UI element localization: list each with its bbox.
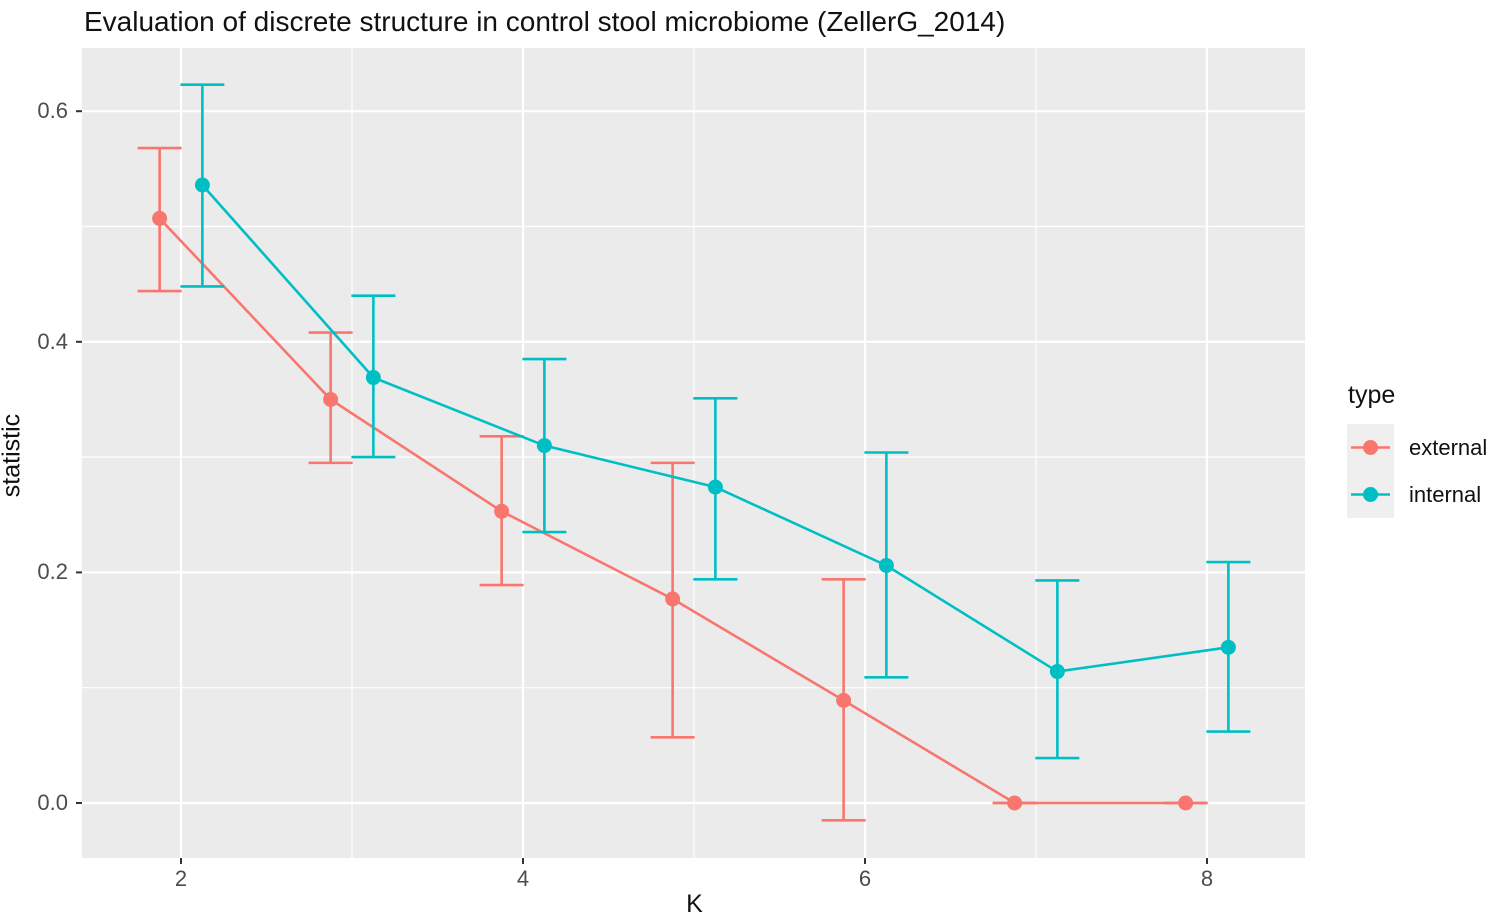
y-tick-label: 0.4 — [37, 328, 68, 354]
data-point-internal — [365, 370, 381, 386]
data-point-external — [1007, 795, 1023, 811]
legend-key-glyph-external — [1351, 440, 1390, 455]
x-tick-label: 2 — [174, 866, 188, 891]
legend-key-internal — [1347, 471, 1394, 518]
data-point-external — [836, 692, 852, 708]
data-point-internal — [878, 557, 894, 573]
x-tick-label: 4 — [516, 866, 530, 891]
y-tick-label: 0.2 — [37, 559, 68, 585]
data-point-external — [665, 591, 681, 607]
x-tick-label: 6 — [858, 866, 872, 891]
data-point-external — [494, 503, 510, 519]
data-point-internal — [707, 479, 723, 495]
legend-entry-external: external — [1347, 424, 1491, 471]
legend-key-glyph-internal — [1351, 487, 1390, 502]
y-tick-label: 0.6 — [37, 98, 68, 124]
data-point-internal — [536, 438, 552, 454]
x-axis-title-text: K — [686, 890, 703, 918]
data-point-external — [152, 210, 168, 226]
x-tick-label: 8 — [1200, 866, 1214, 891]
legend-title: type — [1348, 381, 1396, 409]
data-point-internal — [1049, 664, 1065, 680]
legend-key-external — [1347, 424, 1394, 471]
data-point-external — [1178, 795, 1194, 811]
chart-title: Evaluation of discrete structure in cont… — [84, 6, 1006, 37]
y-axis-title: statistic — [0, 413, 26, 498]
data-point-internal — [194, 177, 210, 193]
y-tick-label: 0.0 — [37, 790, 68, 815]
data-point-internal — [1220, 639, 1236, 655]
legend-label-internal: internal — [1409, 481, 1482, 507]
legend: type external internal — [1347, 381, 1491, 518]
legend-entry-internal: internal — [1347, 471, 1491, 518]
data-point-external — [323, 391, 339, 407]
x-axis-title: K — [0, 890, 1491, 919]
legend-label-external: external — [1409, 434, 1488, 460]
